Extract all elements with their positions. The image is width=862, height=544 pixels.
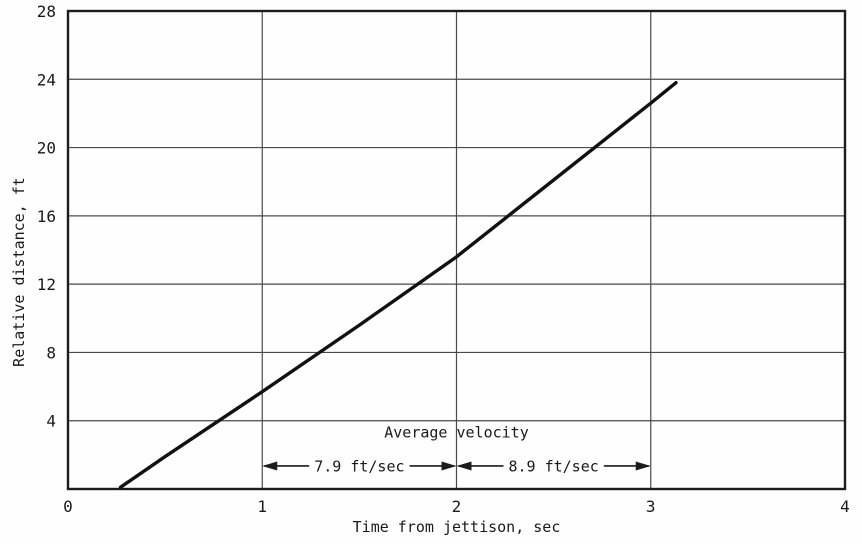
x-tick-label: 1 <box>257 497 267 516</box>
x-tick-label: 4 <box>840 497 850 516</box>
annotations: Average velocity 7.9 ft/sec 8.9 ft/sec <box>262 424 651 477</box>
average-velocity-label: Average velocity <box>384 424 529 442</box>
plot-frame <box>66 9 847 491</box>
x-tick-label: 3 <box>646 497 656 516</box>
velocity-value-label: 7.9 ft/sec <box>314 457 404 475</box>
x-tick-label: 2 <box>452 497 462 516</box>
y-axis-title: Relative distance, ft <box>10 177 28 367</box>
y-tick-label: 16 <box>37 207 56 226</box>
arrowhead-right <box>635 461 651 471</box>
label-mask <box>503 456 604 477</box>
relative-distance-vs-time-line <box>118 80 678 489</box>
y-tick-label: 20 <box>37 139 56 158</box>
velocity-value-label: 8.9 ft/sec <box>508 457 598 475</box>
label-mask <box>309 456 410 477</box>
y-tick-label: 28 <box>37 2 56 21</box>
x-tick-label: 0 <box>63 497 73 516</box>
y-tick-label: 24 <box>37 70 56 89</box>
velocity-arrow-annotation: 7.9 ft/sec <box>262 456 457 477</box>
arrowhead-right <box>441 461 457 471</box>
plot-border <box>66 9 847 491</box>
y-tick-label: 12 <box>37 275 56 294</box>
y-tick-label: 8 <box>46 343 56 362</box>
velocity-arrow-annotation: 8.9 ft/sec <box>456 456 651 477</box>
arrowhead-left <box>456 461 472 471</box>
gridlines <box>68 11 845 489</box>
y-tick-label: 4 <box>46 412 56 431</box>
x-axis-title: Time from jettison, sec <box>353 518 561 536</box>
data-series-line <box>118 80 678 489</box>
arrowhead-left <box>262 461 278 471</box>
